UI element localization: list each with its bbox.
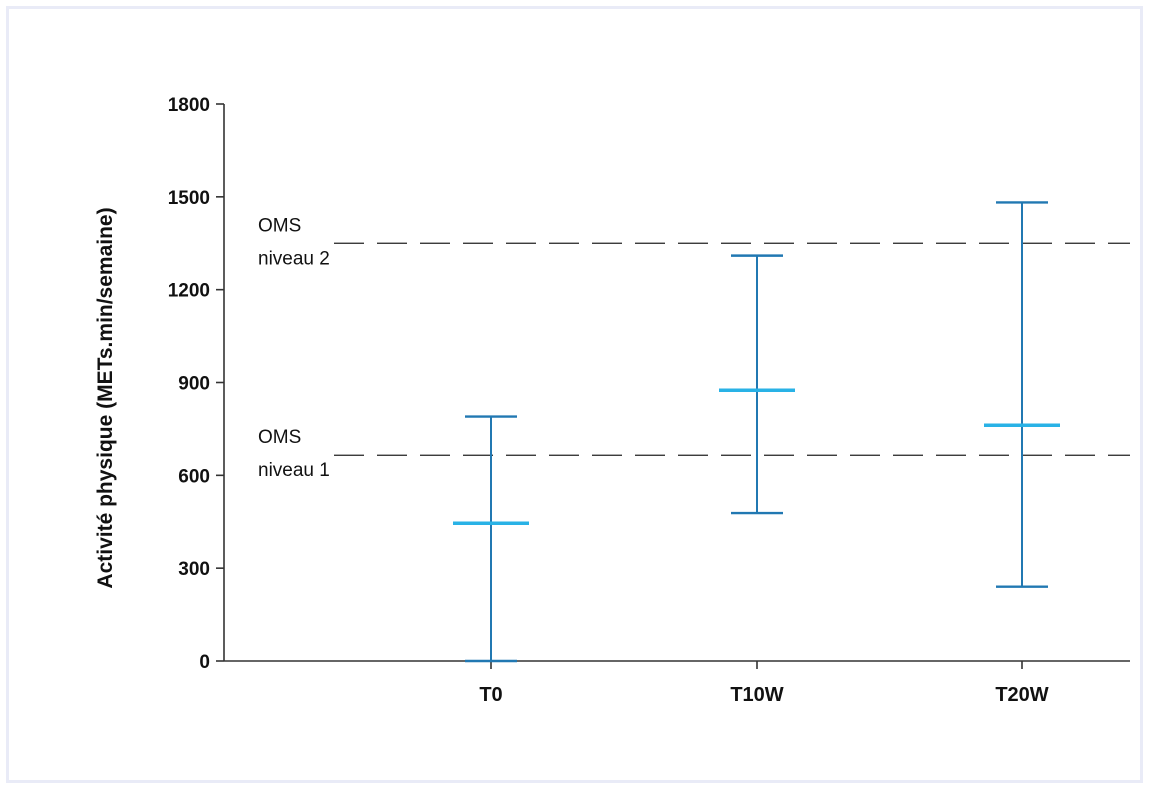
reference-label: OMS (258, 427, 301, 448)
reference-lines: OMS niveau 2 OMS niveau 1 (258, 215, 1130, 481)
axes: 0 300 600 900 1200 1500 1800 T0 T10W T20W (168, 95, 1130, 706)
x-tick-label: T10W (730, 684, 783, 706)
y-tick-label: 300 (178, 559, 210, 580)
reference-label: OMS (258, 215, 301, 236)
y-tick-label: 1200 (168, 281, 210, 302)
y-axis-label: Activité physique (METs.min/semaine) (94, 207, 117, 588)
x-tick-label: T0 (479, 684, 502, 706)
y-tick-label: 1800 (168, 95, 210, 116)
reference-label: niveau 2 (258, 248, 330, 269)
y-tick-label: 1500 (168, 188, 210, 209)
y-tick-label: 900 (178, 374, 210, 395)
x-tick-label: T20W (995, 684, 1048, 706)
y-tick-label: 0 (199, 652, 210, 673)
chart-frame (6, 6, 1143, 783)
reference-label: niveau 1 (258, 460, 330, 481)
error-bars (453, 201, 1060, 663)
y-tick-label: 600 (178, 466, 210, 487)
